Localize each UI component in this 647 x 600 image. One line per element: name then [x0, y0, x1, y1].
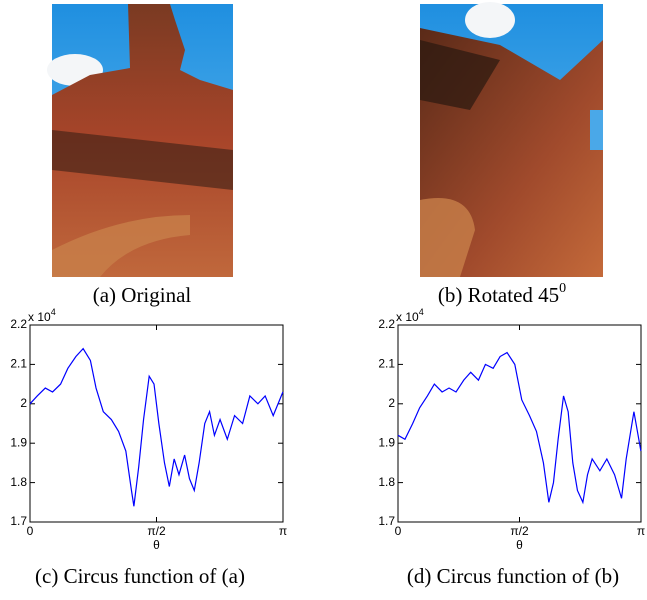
- x-tick-label: π: [279, 524, 287, 538]
- caption: (d) Circus function of (b): [407, 564, 619, 588]
- y-multiplier: x 104: [28, 307, 56, 324]
- x-tick-label: π/2: [147, 524, 166, 538]
- photo-original: [47, 4, 233, 277]
- x-tick-label: π: [637, 524, 645, 538]
- y-multiplier-exponent: 4: [419, 307, 424, 317]
- photo-rotated: [420, 2, 603, 277]
- y-tick-label: 1.9: [10, 435, 27, 449]
- y-tick-label: 2.2: [10, 317, 27, 331]
- figure: (a) Original (b) Rotated 450 (c) Circus …: [0, 0, 647, 595]
- y-multiplier-base: x 10: [28, 310, 51, 324]
- y-tick-label: 2.1: [10, 357, 27, 371]
- y-multiplier: x 104: [396, 307, 424, 324]
- y-multiplier-base: x 10: [396, 310, 419, 324]
- y-tick-label: 1.8: [10, 475, 27, 489]
- y-tick-label: 2.2: [378, 317, 395, 331]
- plot-area: [398, 325, 641, 522]
- y-tick-label: 1.7: [378, 514, 395, 528]
- x-tick-label: π/2: [510, 524, 529, 538]
- x-tick-label: 0: [395, 524, 402, 538]
- y-tick-label: 1.8: [378, 475, 395, 489]
- page: {"captions": [ {"text": "(a) Original"},…: [0, 0, 647, 600]
- caption: (a) Original: [93, 283, 192, 307]
- caption: (b) Rotated 450: [438, 281, 566, 307]
- x-axis-label: θ: [153, 538, 160, 552]
- caption-sup: 0: [559, 281, 566, 296]
- x-axis-label: θ: [516, 538, 523, 552]
- y-tick-label: 2: [388, 396, 395, 410]
- x-tick-label: 0: [27, 524, 34, 538]
- y-tick-label: 1.9: [378, 435, 395, 449]
- y-tick-label: 2: [20, 396, 27, 410]
- caption-text: (b) Rotated 45: [438, 283, 559, 307]
- y-tick-label: 2.1: [378, 357, 395, 371]
- plot-area: [30, 325, 283, 522]
- caption: (c) Circus function of (a): [35, 564, 245, 588]
- y-multiplier-exponent: 4: [51, 307, 56, 317]
- y-tick-label: 1.7: [10, 514, 27, 528]
